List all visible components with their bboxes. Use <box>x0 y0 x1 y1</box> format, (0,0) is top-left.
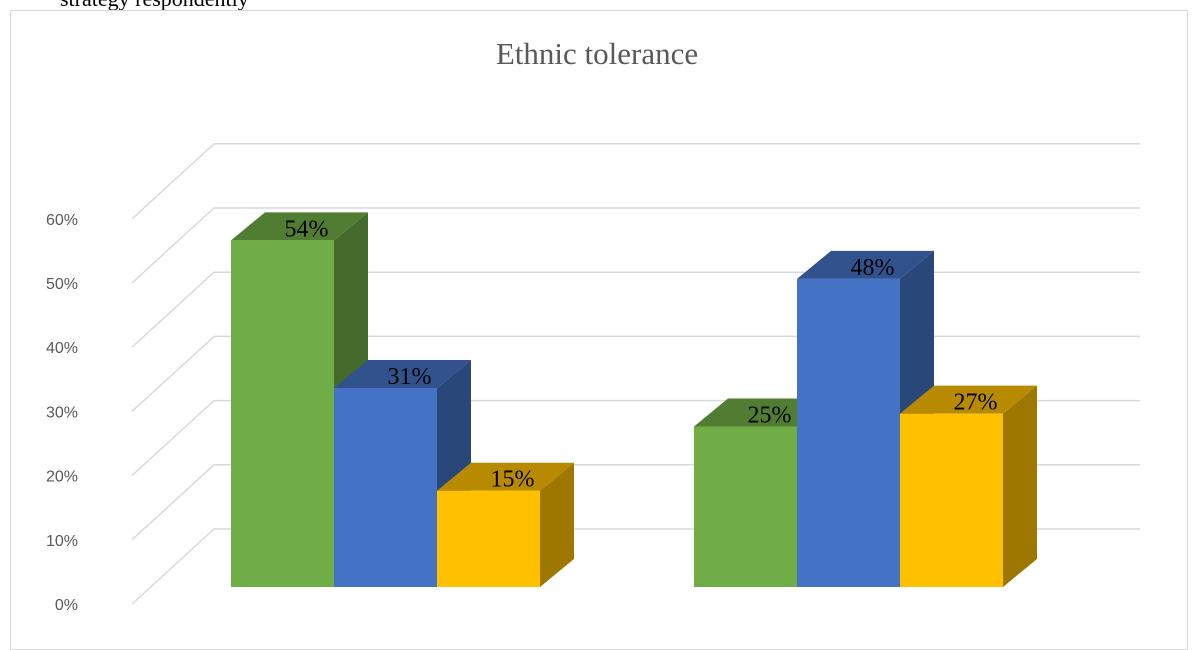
chart-title: Ethnic tolerance <box>496 36 698 71</box>
bar-top-face <box>334 359 471 388</box>
data-label: 31% <box>388 364 432 390</box>
gridline-diagonal <box>131 271 215 348</box>
y-tick-label: 0% <box>55 597 78 614</box>
y-tick-label: 40% <box>46 340 78 357</box>
gridline-diagonal <box>131 400 215 477</box>
gridline-diagonal <box>131 207 215 284</box>
data-labels-layer: 54% 31% 15% 25% 48% 27% <box>285 216 998 492</box>
y-axis-labels: 0% 10% 20% 30% 40% 50% 60% <box>46 212 78 614</box>
data-label: 25% <box>748 403 792 429</box>
bar-top-face <box>694 398 831 427</box>
bar <box>437 462 574 587</box>
data-label: 27% <box>954 390 998 416</box>
bar <box>900 385 1037 587</box>
bar-side-face <box>540 462 574 587</box>
gridline-diagonal <box>131 143 215 220</box>
y-tick-label: 60% <box>46 212 78 229</box>
bar-front-face <box>231 240 334 587</box>
y-tick-label: 30% <box>46 404 78 421</box>
gridline-diagonal <box>131 335 215 412</box>
data-label: 54% <box>285 216 329 242</box>
y-tick-label: 10% <box>46 533 78 550</box>
bar-top-face <box>900 385 1037 414</box>
data-label: 15% <box>491 467 535 493</box>
gridline-diagonal <box>131 528 215 605</box>
bars-layer <box>231 212 1037 587</box>
bar-front-face <box>334 387 437 587</box>
bar-front-face <box>797 278 900 587</box>
bar-top-face <box>437 462 574 491</box>
gridline-diagonal <box>131 464 215 541</box>
y-tick-label: 20% <box>46 469 78 486</box>
bar-front-face <box>437 490 540 587</box>
bar-front-face <box>900 413 1003 587</box>
bar-side-face <box>1003 385 1037 587</box>
partial-text-line: strategy respondently <box>60 0 249 10</box>
bar-front-face <box>694 426 797 587</box>
bar-top-face <box>231 212 368 241</box>
bar-chart: 0%10%20%30%40%50%60% 54%31%15%25%48%27% … <box>46 36 1140 614</box>
y-tick-label: 50% <box>46 276 78 293</box>
partial-document-text: strategy respondently <box>0 0 1199 10</box>
data-label: 48% <box>851 255 895 281</box>
bar-top-face <box>797 250 934 279</box>
